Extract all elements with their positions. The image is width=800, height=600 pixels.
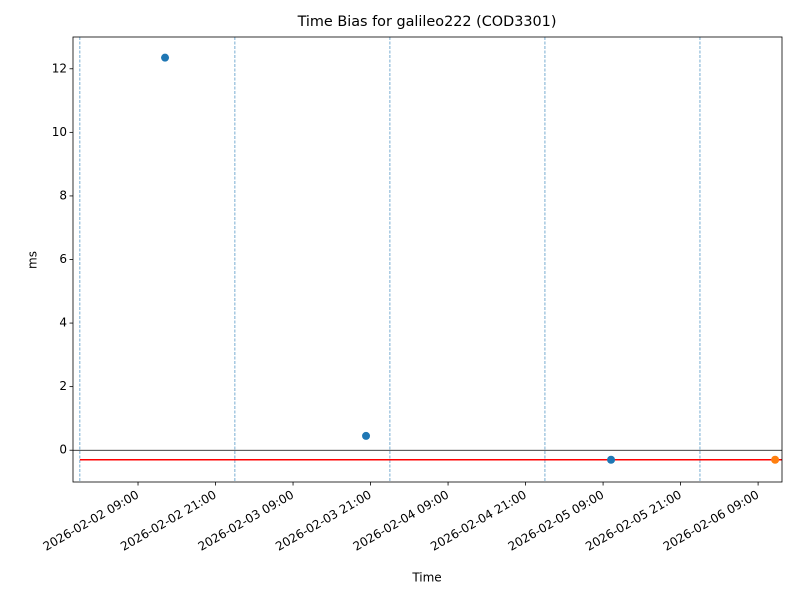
y-tick-label: 10 [52,125,67,139]
point [362,431,371,440]
point [161,53,170,62]
y-tick-label: 12 [52,61,67,75]
y-tick-label: 0 [59,443,67,457]
y-tick-label: 2 [59,379,67,393]
y-axis-label: ms [26,251,40,269]
y-tick-label: 6 [59,252,67,266]
y-tick-label: 8 [59,188,67,202]
x-axis-label: Time [411,571,441,585]
y-tick-label: 4 [59,316,67,330]
chart-title: Time Bias for galileo222 (COD3301) [297,14,557,30]
point [607,455,616,464]
point [771,455,780,464]
plot-frame [72,36,783,483]
